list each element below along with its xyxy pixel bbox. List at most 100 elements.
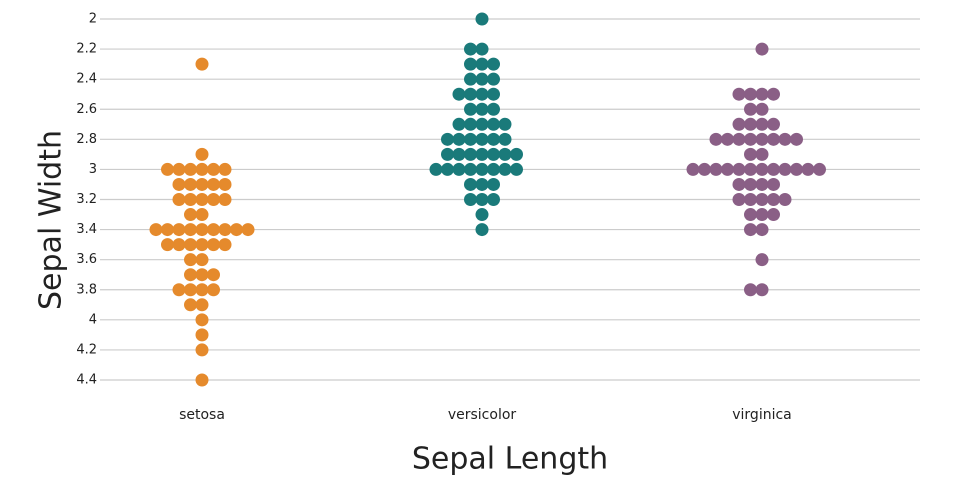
dot xyxy=(732,162,746,176)
dot xyxy=(767,177,780,191)
dot xyxy=(184,208,197,222)
dot xyxy=(464,42,477,56)
dot xyxy=(767,87,780,101)
dot xyxy=(498,162,512,176)
dot xyxy=(510,147,523,161)
dot xyxy=(498,117,512,131)
dot xyxy=(487,147,500,161)
dot xyxy=(755,117,769,131)
dot xyxy=(195,162,209,176)
dot xyxy=(464,102,477,116)
dot xyxy=(464,193,477,206)
dot xyxy=(172,283,186,297)
dot xyxy=(207,268,220,282)
dot xyxy=(487,57,500,71)
dot xyxy=(487,193,500,206)
dot xyxy=(755,208,769,222)
dot xyxy=(464,177,477,191)
dot xyxy=(464,117,477,131)
dot xyxy=(744,283,757,297)
y-tick-label: 2.8 xyxy=(76,132,97,147)
dot xyxy=(475,223,489,237)
dot xyxy=(721,132,734,146)
dot xyxy=(464,162,477,176)
dot xyxy=(510,162,523,176)
dot xyxy=(732,132,746,146)
dot xyxy=(207,223,220,237)
dot xyxy=(801,162,815,176)
dot xyxy=(441,162,454,176)
dot xyxy=(161,223,174,237)
dot xyxy=(184,268,197,282)
dot xyxy=(475,132,489,146)
dot xyxy=(744,162,757,176)
dot xyxy=(732,193,746,206)
dot xyxy=(475,193,489,206)
dot xyxy=(755,147,769,161)
dot xyxy=(755,283,769,297)
dot xyxy=(767,208,780,222)
dot xyxy=(767,117,780,131)
dot xyxy=(195,253,209,267)
dot xyxy=(487,117,500,131)
dot xyxy=(207,193,220,206)
dot xyxy=(195,268,209,282)
dot xyxy=(195,193,209,206)
y-tick-label: 2.4 xyxy=(76,72,97,87)
dot xyxy=(755,87,769,101)
dot xyxy=(161,162,174,176)
dot xyxy=(487,72,500,86)
dot xyxy=(149,223,163,237)
dot xyxy=(195,238,209,252)
dot xyxy=(755,162,769,176)
dot xyxy=(429,162,443,176)
dot xyxy=(475,102,489,116)
dot xyxy=(195,57,209,71)
dot xyxy=(464,132,477,146)
dot xyxy=(195,298,209,312)
dot xyxy=(778,162,792,176)
dot xyxy=(195,223,209,237)
dot xyxy=(230,223,243,237)
dot xyxy=(744,177,757,191)
dot xyxy=(452,87,466,101)
dot xyxy=(744,87,757,101)
dot xyxy=(755,102,769,116)
dot xyxy=(218,193,232,206)
dot xyxy=(207,177,220,191)
dot xyxy=(698,162,711,176)
x-axis-title: Sepal Length xyxy=(412,442,608,477)
y-tick-label: 2.6 xyxy=(76,102,97,117)
dot xyxy=(218,177,232,191)
dot xyxy=(452,162,466,176)
x-tick-label: versicolor xyxy=(448,407,517,423)
dot xyxy=(195,283,209,297)
dot xyxy=(487,87,500,101)
dot xyxy=(184,253,197,267)
dot xyxy=(778,132,792,146)
dot xyxy=(732,177,746,191)
dot xyxy=(487,162,500,176)
dot xyxy=(172,162,186,176)
y-tick-label: 2.2 xyxy=(76,42,97,57)
y-tick-label: 3 xyxy=(89,162,97,177)
y-tick-label: 3.8 xyxy=(76,282,97,297)
x-tick-label: virginica xyxy=(732,407,792,423)
dot xyxy=(498,147,512,161)
dot xyxy=(721,162,734,176)
dot xyxy=(755,177,769,191)
dot xyxy=(744,223,757,237)
dot xyxy=(767,132,780,146)
dot xyxy=(487,132,500,146)
dot xyxy=(732,117,746,131)
dot xyxy=(744,117,757,131)
dot xyxy=(172,177,186,191)
dot xyxy=(195,373,209,387)
dot xyxy=(184,162,197,176)
dot xyxy=(195,343,209,357)
dot xyxy=(172,193,186,206)
y-tick-label: 2 xyxy=(89,12,97,27)
dot xyxy=(172,238,186,252)
dot xyxy=(487,102,500,116)
x-tick-label: setosa xyxy=(179,407,225,423)
